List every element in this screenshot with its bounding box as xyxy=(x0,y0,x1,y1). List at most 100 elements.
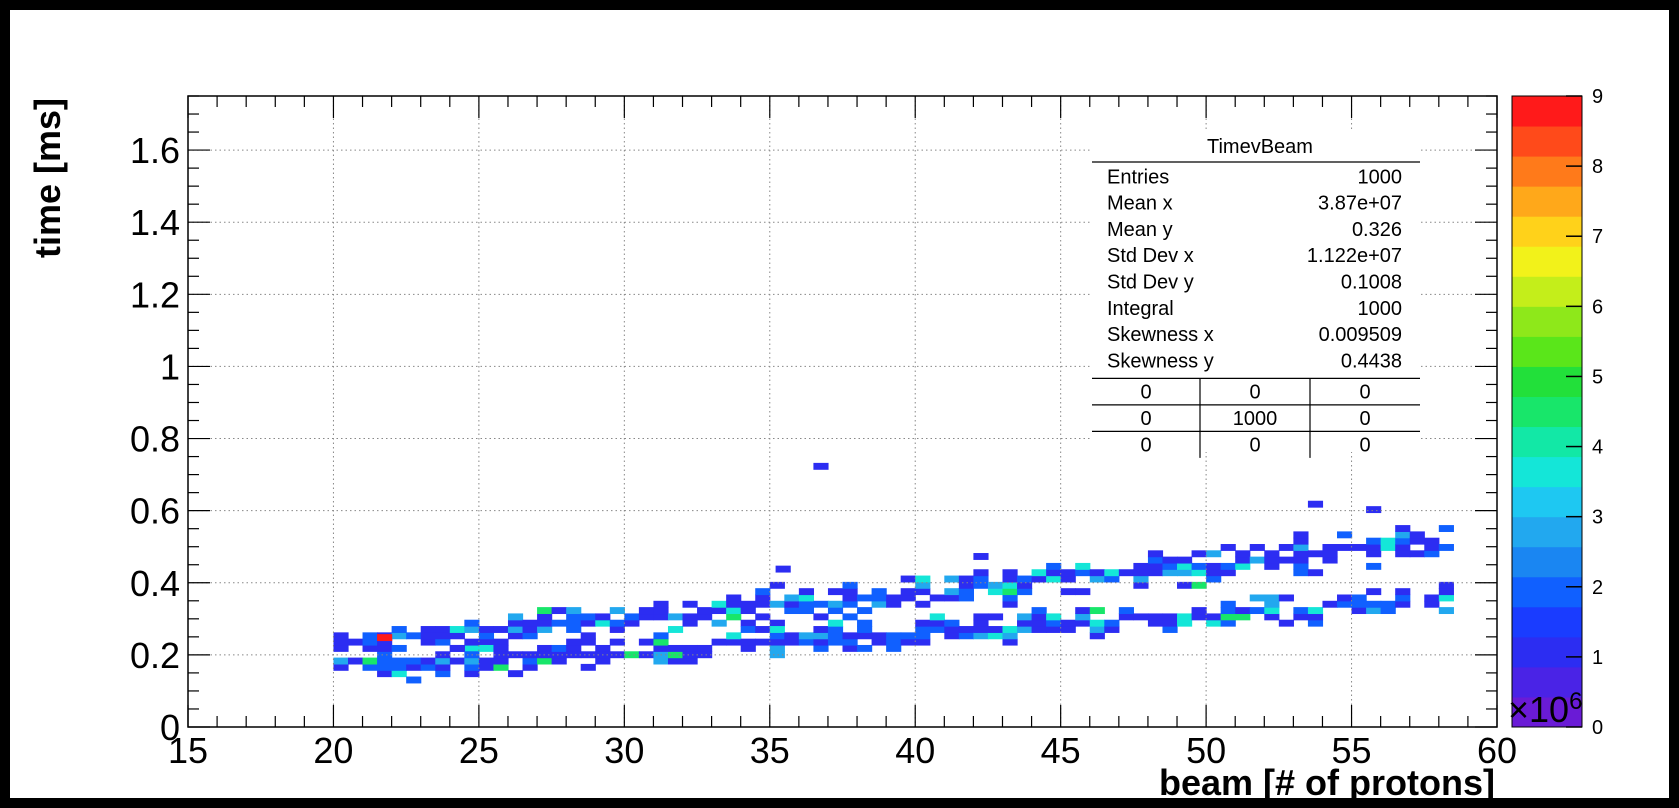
histogram-cell xyxy=(798,632,815,640)
palette-band xyxy=(1512,456,1582,488)
histogram-cell xyxy=(958,626,974,633)
histogram-cell xyxy=(333,644,349,652)
y-tick-label: 0 xyxy=(160,707,180,748)
palette-tick-label: 8 xyxy=(1592,156,1603,178)
histogram-cell xyxy=(1395,544,1411,551)
histogram-cell xyxy=(1293,613,1309,621)
histogram-cell xyxy=(682,644,698,652)
stats-row-value: 1000 xyxy=(1358,298,1403,320)
histogram-cell xyxy=(1002,569,1018,577)
histogram-cell xyxy=(1220,619,1236,627)
histogram-cell xyxy=(1438,544,1454,551)
histogram-cell xyxy=(464,619,480,627)
histogram-cell xyxy=(784,632,800,640)
histogram-cell xyxy=(1351,544,1367,551)
histogram-cell xyxy=(653,607,669,615)
histogram-cell xyxy=(827,588,844,596)
histogram-cell xyxy=(1278,619,1294,627)
stats-row-label: Std Dev y xyxy=(1107,272,1194,294)
histogram-cell xyxy=(478,632,495,640)
histogram-cell xyxy=(1235,550,1251,558)
stats-row-value: 3.87e+07 xyxy=(1318,193,1402,215)
palette-band xyxy=(1512,396,1582,428)
histogram-cell xyxy=(1366,506,1382,514)
histogram-cell xyxy=(653,644,669,652)
palette-band xyxy=(1512,486,1582,518)
histogram-cell xyxy=(1220,607,1236,615)
histogram-cell xyxy=(580,632,596,640)
histogram-cell xyxy=(915,581,931,589)
histogram-cell xyxy=(1293,607,1309,615)
histogram-cell xyxy=(1162,569,1178,577)
histogram-cell xyxy=(1264,600,1280,608)
stats-row-label: Std Dev x xyxy=(1107,245,1194,267)
histogram-cell xyxy=(900,594,916,602)
histogram-cell xyxy=(406,676,422,684)
histogram-cell xyxy=(1322,544,1338,551)
histogram-cell xyxy=(1191,569,1207,577)
histogram-cell xyxy=(900,575,916,583)
histogram-cell xyxy=(1031,607,1047,615)
histogram-cell xyxy=(944,575,960,583)
histogram-cell xyxy=(886,632,902,640)
palette-band xyxy=(1512,276,1582,307)
histogram-cell xyxy=(1060,569,1076,577)
stats-grid-cell: 0 xyxy=(1359,408,1370,430)
histogram-cell xyxy=(1177,569,1193,577)
histogram-cell xyxy=(435,651,451,659)
stats-row-value: 1.122e+07 xyxy=(1307,245,1402,267)
histogram-cell xyxy=(987,613,1004,621)
histogram-cell xyxy=(784,600,800,608)
histogram-cell xyxy=(1089,575,1105,583)
histogram-cell xyxy=(522,619,538,627)
x-tick-label: 30 xyxy=(604,730,644,771)
histogram-cell xyxy=(493,638,509,646)
histogram-cell xyxy=(1002,581,1018,589)
histogram-cell xyxy=(740,607,756,615)
stats-grid-cell: 1000 xyxy=(1233,408,1278,430)
histogram-cell xyxy=(362,644,378,652)
palette-tick-label: 5 xyxy=(1592,366,1603,388)
histogram-cell xyxy=(827,638,844,646)
histogram-cell xyxy=(755,613,771,621)
histogram-cell xyxy=(347,638,364,646)
histogram-cell xyxy=(697,651,713,659)
palette-frame xyxy=(1511,95,1583,728)
histogram-cell xyxy=(740,626,756,633)
histogram-cell xyxy=(798,607,815,615)
palette-band xyxy=(1512,306,1582,337)
histogram-cell xyxy=(740,644,756,652)
histogram-cell xyxy=(1046,575,1062,583)
histogram-cell xyxy=(929,619,945,627)
histogram-cell xyxy=(827,619,844,627)
palette-band xyxy=(1512,636,1582,668)
histogram-cell xyxy=(420,663,436,671)
histogram-cell xyxy=(333,663,349,671)
histogram-cell xyxy=(973,553,989,560)
histogram-cell xyxy=(857,644,873,652)
histogram-cell xyxy=(1075,569,1091,577)
histogram-cell xyxy=(769,581,785,589)
histogram-cell xyxy=(507,670,524,678)
histogram-cell xyxy=(1351,600,1367,608)
histogram-cell xyxy=(1438,594,1454,602)
histogram-cell xyxy=(973,575,989,583)
histogram-cell xyxy=(682,619,698,627)
histogram-cell xyxy=(406,632,422,640)
histogram-cell xyxy=(653,600,669,608)
histogram-cell xyxy=(915,588,931,596)
histogram-cell xyxy=(1017,626,1033,633)
histogram-cell xyxy=(1002,600,1018,608)
histogram-cell xyxy=(1337,600,1353,608)
histogram-cell xyxy=(624,651,640,659)
histogram-cell xyxy=(435,663,451,671)
histogram-cell xyxy=(377,670,393,678)
histogram-cell xyxy=(391,657,407,665)
histogram-cell xyxy=(1220,544,1236,551)
stats-row-label: Integral xyxy=(1107,298,1174,320)
histogram-cell xyxy=(697,607,713,615)
histogram-cell xyxy=(551,651,567,659)
histogram-cell xyxy=(449,644,465,652)
histogram-cell xyxy=(449,657,465,665)
histogram-cell xyxy=(377,644,393,652)
